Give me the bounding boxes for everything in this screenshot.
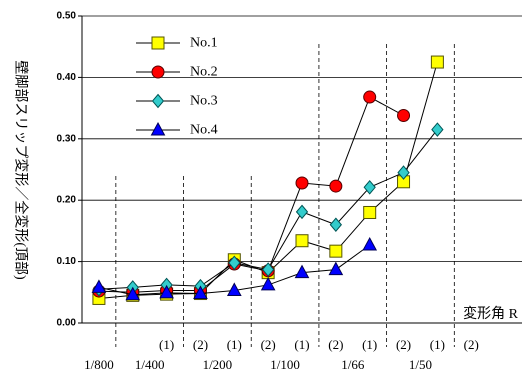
legend-marker-no-2 [151, 65, 165, 79]
data-point-no-2 [397, 108, 411, 122]
legend-item-no-3: No.3 [136, 94, 218, 109]
legend-marker-no-1 [151, 36, 165, 50]
data-point-no-4 [328, 261, 344, 276]
series-line-no-2 [98, 96, 404, 293]
x-sub-label: (2) [396, 337, 411, 352]
x-category-labels: (1) (2) (1) (2) (1) (2) (1) (2) (1) (2) 1/800 1/400… [84, 337, 479, 372]
x-group-label: 1/400 [135, 357, 165, 372]
data-point-no-4 [125, 286, 141, 301]
legend-label-no-2: No.2 [190, 65, 218, 80]
legend-label-no-4: No.4 [190, 123, 218, 138]
y-tick-label: 0.40 [57, 72, 77, 83]
legend-item-no-4: No.4 [136, 121, 218, 138]
grid-lines [82, 15, 522, 263]
x-axis-label: 変形角 R [463, 305, 518, 322]
y-tick-label: 0.20 [57, 195, 77, 206]
data-point-no-1 [329, 244, 343, 258]
y-tick-labels: 0.00 0.10 0.20 0.30 0.40 0.50 [57, 11, 77, 329]
legend-item-no-1: No.1 [136, 36, 218, 51]
data-point-no-3 [228, 255, 241, 271]
data-point-no-2 [363, 90, 377, 104]
x-group-label: 1/800 [84, 357, 114, 372]
y-tick-label: 0.10 [57, 256, 77, 267]
y-tick-label: 0.00 [57, 318, 77, 329]
x-sub-label: (2) [261, 337, 276, 352]
y-tick-label: 0.50 [57, 11, 77, 22]
data-point-no-3 [363, 180, 376, 195]
x-sub-label: (1) [227, 337, 242, 352]
axes [78, 15, 522, 324]
data-point-no-4 [362, 236, 378, 251]
legend-item-no-2: No.2 [136, 65, 218, 80]
legend-marker-no-4 [150, 121, 166, 136]
data-point-no-3 [329, 217, 343, 233]
data-point-no-4 [193, 285, 208, 300]
series-no-4 [91, 236, 378, 301]
data-point-no-4 [294, 264, 310, 279]
legend-label-no-1: No.1 [190, 36, 218, 51]
data-point-no-1 [363, 205, 377, 219]
x-sub-label: (2) [193, 337, 208, 352]
data-point-no-2 [295, 176, 309, 190]
x-sub-label: (1) [430, 337, 445, 352]
data-point-no-4 [260, 276, 276, 291]
y-axis-label: 壁脚部スリップ変形／全変形(頂部) [13, 60, 30, 280]
data-point-no-4 [91, 279, 107, 293]
x-group-label: 1/50 [409, 357, 432, 372]
x-group-label: 1/100 [270, 357, 300, 372]
x-sub-label: (2) [464, 337, 479, 352]
group-dividers [115, 44, 455, 347]
data-series [91, 55, 444, 305]
data-point-no-4 [159, 284, 174, 299]
series-no-3 [92, 122, 444, 297]
x-sub-label: (2) [328, 337, 343, 352]
x-sub-label: (1) [362, 337, 377, 352]
data-point-no-4 [226, 282, 242, 296]
data-point-no-2 [329, 179, 343, 193]
legend-marker-no-3 [151, 93, 165, 109]
x-group-label: 1/66 [341, 357, 365, 372]
x-sub-label: (1) [159, 337, 174, 352]
data-point-no-1 [295, 234, 309, 248]
series-no-2 [92, 90, 411, 299]
y-tick-label: 0.30 [57, 133, 77, 144]
legend-label-no-3: No.3 [190, 94, 218, 109]
x-sub-label: (1) [294, 337, 309, 352]
data-point-no-3 [295, 204, 309, 220]
data-point-no-3 [431, 122, 444, 137]
data-point-no-3 [261, 262, 275, 277]
legend: No.1 No.2 No.3 No.4 [136, 36, 218, 138]
data-point-no-1 [430, 55, 444, 69]
data-point-no-3 [397, 165, 410, 180]
x-group-label: 1/200 [203, 357, 233, 372]
